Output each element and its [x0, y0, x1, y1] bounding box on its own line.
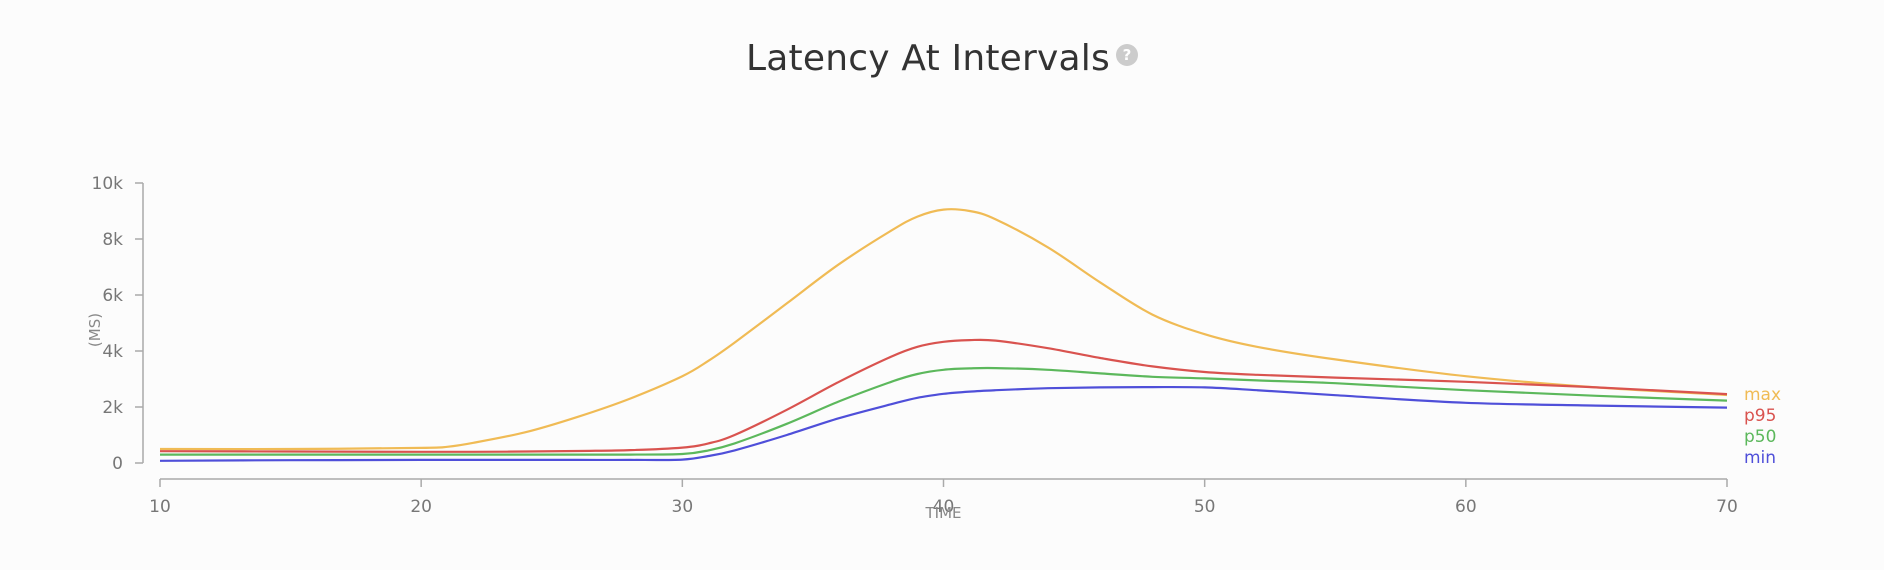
question-circle-icon[interactable]: ?	[1115, 44, 1138, 66]
x-axis: 10 20 30 40 50 60 70	[149, 478, 1738, 517]
y-axis: 0 2k 4k 6k 8k 10k	[92, 174, 144, 474]
y-tick-label: 2k	[102, 398, 123, 418]
series-line-p95[interactable]	[159, 338, 1728, 453]
y-tick-label: 8k	[102, 230, 123, 250]
x-tick-label: 20	[410, 497, 432, 517]
x-tick-label: 50	[1194, 497, 1216, 517]
x-axis-title: TIME	[924, 504, 961, 522]
y-tick-label: 6k	[102, 286, 123, 306]
series-line-p50[interactable]	[160, 366, 1728, 456]
y-tick-label: 4k	[102, 342, 123, 362]
x-tick-label: 30	[672, 497, 694, 517]
series-line-min[interactable]	[159, 385, 1728, 462]
x-tick-label: 10	[149, 497, 171, 517]
y-tick-label: 10k	[92, 174, 124, 194]
series-lines	[159, 208, 1728, 462]
x-tick-label: 70	[1716, 497, 1738, 517]
legend-item-p50[interactable]: p50	[1744, 427, 1776, 447]
y-tick-label: 0	[112, 454, 123, 474]
title-row: Latency At Intervals?	[0, 38, 1884, 79]
legend-item-max[interactable]: max	[1744, 385, 1781, 405]
series-line-max[interactable]	[159, 208, 1728, 451]
x-tick-label: 40	[933, 497, 955, 517]
y-axis-title: (MS)	[86, 313, 104, 347]
chart-title: Latency At Intervals	[746, 38, 1110, 79]
legend-item-min[interactable]: min	[1744, 448, 1776, 468]
x-tick-label: 60	[1455, 497, 1477, 517]
legend-item-p95[interactable]: p95	[1744, 406, 1776, 426]
